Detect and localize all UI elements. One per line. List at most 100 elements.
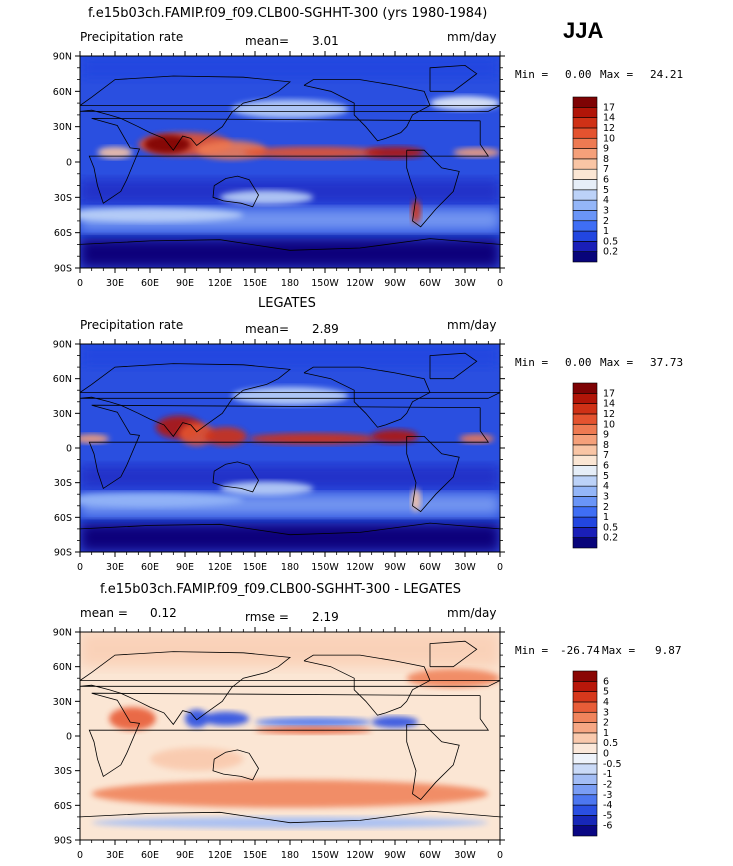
panel-1-colorbar-swatch-13 [572, 127, 598, 139]
panel-1-y-tick-label-3: 30N [53, 122, 72, 133]
panel-3-colorbar-swatch-1 [572, 825, 598, 837]
panel-2-polar-band-north [80, 344, 500, 368]
panel-3-colorbar-label-10: 1 [603, 728, 609, 739]
panel-2-colorbar-label-3: 1 [603, 512, 609, 523]
panel-3-north-band [80, 632, 500, 667]
panel-1-precip-blob-12 [80, 207, 244, 223]
panel-3-colorbar-label-4: -3 [603, 790, 612, 801]
panel-1-colorbar-swatch-8 [572, 179, 598, 191]
panel-1-colorbar-label-9: 7 [603, 164, 609, 175]
panel-2-colorbar-label-6: 4 [603, 481, 609, 492]
season-label: JJA [563, 18, 604, 43]
panel-3-y-tick-label-6: 60S [54, 801, 72, 812]
panel-1-x-tick-label-2: 30E [106, 278, 124, 289]
panel-3-colorbar-swatch-3 [572, 804, 598, 816]
panel-2-colorbar-label-11: 9 [603, 430, 609, 441]
panel-2-subtropic-band [80, 465, 500, 489]
panel-2-colorbar-label-15: 17 [603, 388, 615, 399]
panel-2-max-value: 37.73 [650, 356, 684, 369]
panel-3-max-value: 9.87 [655, 644, 682, 657]
panel-1-x-tick-label-3: 60E [141, 278, 159, 289]
panel-3-coastline-4 [303, 654, 431, 716]
panel-1-coastline-2 [80, 75, 500, 151]
panel-1-colorbar-label-4: 2 [603, 216, 609, 227]
panel-1-precip-blob-8 [411, 199, 421, 224]
panel-2-x-tick-label-6: 150E [243, 562, 267, 573]
panel-3-colorbar-swatch-8 [572, 753, 598, 765]
panel-3-y-tick-label-5: 30S [54, 766, 72, 777]
panel-3-coastline-1 [88, 692, 490, 778]
panel-1-coastline-5 [406, 149, 460, 228]
panel-3-x-tick-label-12: 30W [454, 850, 476, 861]
panel-2-x-tick-label-5: 120E [208, 562, 232, 573]
panel-1-colorbar-label-14: 14 [603, 113, 615, 124]
panel-3-colorbar-label-13: 4 [603, 697, 609, 708]
panel-2-x-tick-label-13: 0 [497, 562, 503, 573]
panel-2-colorbar-swatch-9 [572, 454, 598, 466]
panel-1-precip-blob-7 [97, 146, 133, 159]
panel-1-colorbar-label-8: 6 [603, 175, 609, 186]
panel-1-variable-label: Precipitation rate [80, 30, 184, 44]
panel-3-colorbar-label-5: -2 [603, 779, 612, 790]
panel-3-colorbar-swatch-6 [572, 773, 598, 785]
panel-2-coastline-6 [429, 352, 478, 380]
panel-1-y-tick-label-1: 90N [53, 52, 72, 63]
panel-2-y-tick-label-2: 60N [53, 374, 72, 385]
panel-1-x-tick-label-13: 0 [497, 278, 503, 289]
panel-1-mean-label: mean= [245, 34, 290, 48]
panel-1-x-tick-label-9: 120W [346, 278, 374, 289]
panel-1-field-base [80, 56, 500, 268]
panel-1-colorbar-label-12: 10 [603, 133, 615, 144]
panel-2-colorbar-label-9: 7 [603, 450, 609, 461]
panel-3-map: 0 30E 60E 90E 120E 150E 180 150W 120W 90W 60W 30W 09… [53, 627, 505, 861]
panel-1-x-tick-label-1: 0 [77, 278, 83, 289]
panel-3-x-tick-label-9: 120W [346, 850, 374, 861]
panel-3-colorbar-swatch-10 [572, 732, 598, 744]
panel-2-x-tick-label-4: 90E [176, 562, 194, 573]
panel-2-precip-blob-8 [411, 488, 421, 512]
panel-2-coastline-4 [303, 366, 431, 428]
panel-3-x-tick-label-6: 150E [243, 850, 267, 861]
panel-2-colorbar-label-8: 6 [603, 461, 609, 472]
panel-3-rmse-value: 2.19 [312, 610, 339, 624]
panel-2-colorbar-swatch-10 [572, 444, 598, 456]
panel-1-x-tick-label-10: 90W [384, 278, 406, 289]
panel-2-precip-blob-6 [459, 434, 495, 444]
panel-1-x-tick-label-5: 120E [208, 278, 232, 289]
panel-3-colorbar-swatch-16 [572, 670, 598, 682]
panel-1-colorbar-swatch-12 [572, 137, 598, 149]
panel-3-colorbar-swatch-7 [572, 763, 598, 775]
panel-1-x-tick-label-8: 150W [311, 278, 339, 289]
panel-1-precip-blob-4 [243, 146, 384, 159]
panel-2-colorbar-swatch-13 [572, 413, 598, 425]
panel-3-x-tick-label-13: 0 [497, 850, 503, 861]
panel-1-colorbar-label-5: 3 [603, 205, 609, 216]
panel-1-precip-blob-3 [196, 140, 267, 160]
panel-2-colorbar-swatch-5 [572, 496, 598, 508]
panel-1-colorbar-label-6: 4 [603, 195, 609, 206]
panel-2-x-tick-label-3: 60E [141, 562, 159, 573]
panel-2-colorbar-swatch-2 [572, 527, 598, 538]
panel-1-colorbar-swatch-6 [572, 199, 598, 211]
panel-3-colorbar-swatch-9 [572, 742, 598, 754]
panel-2-x-tick-label-8: 150W [311, 562, 339, 573]
panel-3-x-tick-label-4: 90E [176, 850, 194, 861]
panel-2-min-label: Min = [515, 356, 549, 369]
panel-3-y-tick-label-3: 30N [53, 697, 72, 708]
panel-2-colorbar-swatch-3 [572, 516, 598, 528]
panel-2-coastline-5 [406, 436, 460, 513]
panel-2-precip-blob-10 [219, 481, 314, 496]
panel-3-x-tick-label-7: 180 [281, 850, 299, 861]
panel-3-rmse-label: rmse = [245, 610, 289, 624]
panel-2-colorbar-swatch-14 [572, 403, 598, 415]
panel-1-colorbar-swatch-1 [572, 251, 598, 263]
panel-3-coastline-3 [212, 749, 259, 781]
panel-1-coastline-3 [212, 175, 259, 208]
panel-1-precip-blob-10 [231, 99, 349, 119]
panel-1-colorbar-swatch-11 [572, 148, 598, 160]
panel-3-colorbar-swatch-13 [572, 701, 598, 713]
panel-2-precip-blob-4 [249, 432, 378, 445]
panel-1-coastline-4 [303, 79, 431, 142]
